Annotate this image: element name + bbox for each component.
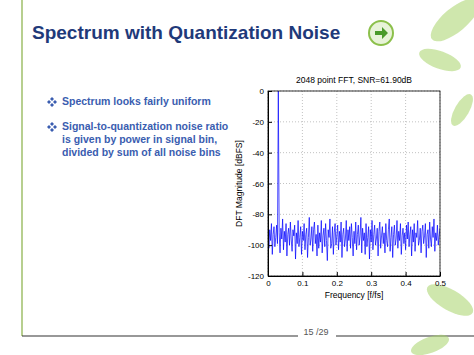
- y-tick: -40: [252, 149, 272, 158]
- chart: 0 0.1 0.2 0.3 0.4 0.5 -120 -100 -80 -60 -40 -20 0 204…: [0, 0, 474, 355]
- leaf: [416, 44, 463, 76]
- chart-title: 2048 point FFT, SNR=61.90dB: [296, 75, 412, 85]
- y-tick-label: -80: [252, 210, 264, 219]
- y-axis: -120 -100 -80 -60 -40 -20 0: [248, 87, 272, 281]
- y-tick-label: -60: [252, 180, 264, 189]
- leaf: [408, 331, 451, 355]
- y-tick-mark: [268, 214, 272, 215]
- leaf: [447, 91, 474, 129]
- x-tick-label: 0.4: [401, 279, 413, 288]
- x-tick-mark: [337, 272, 338, 276]
- leaf: [424, 0, 474, 48]
- y-tick-mark: [268, 245, 272, 246]
- plot-background: [268, 91, 440, 276]
- x-tick-mark: [440, 272, 441, 276]
- x-axis-line: [269, 276, 441, 277]
- arrow-icon: [369, 21, 393, 45]
- y-tick-label: -100: [248, 241, 265, 250]
- x-tick: 0.5: [435, 272, 447, 288]
- y-tick: -100: [248, 241, 272, 250]
- bullet-dot: [53, 125, 57, 129]
- bullet-dot: [50, 103, 54, 107]
- x-tick-mark: [406, 272, 407, 276]
- grid-line: [268, 121, 440, 122]
- y-tick-label: -120: [248, 272, 265, 281]
- y-axis-title: DFT Magnitude [dBFS]: [234, 140, 244, 227]
- grid-line: [268, 183, 440, 184]
- plot-frame: [268, 91, 440, 276]
- bullet-dot: [53, 100, 57, 104]
- page-number: 15 /29: [296, 327, 336, 337]
- y-tick: -80: [252, 210, 272, 219]
- y-tick: -20: [252, 118, 272, 127]
- y-tick-mark: [268, 276, 272, 277]
- grid-line: [268, 245, 440, 246]
- x-axis-title: Frequency [f/fs]: [325, 290, 384, 300]
- x-tick: 0.1: [297, 272, 309, 288]
- y-tick-mark: [268, 122, 272, 123]
- y-tick-mark: [268, 153, 272, 154]
- leaf: [422, 278, 474, 322]
- y-tick-mark: [268, 184, 272, 185]
- x-tick: 0.4: [401, 272, 413, 288]
- y-tick: -120: [248, 272, 272, 281]
- y-tick: 0: [260, 87, 272, 96]
- y-tick-label: -20: [252, 118, 264, 127]
- x-tick-label: 0.1: [297, 279, 309, 288]
- slide-title: Spectrum with Quantization Noise: [32, 22, 340, 44]
- y-tick-mark: [268, 91, 272, 92]
- bullet-text: Signal-to-quantization noise ratio is gi…: [62, 120, 232, 159]
- arrow-circle: [369, 21, 393, 45]
- y-tick-label: 0: [260, 87, 265, 96]
- bullet-dot: [50, 97, 54, 101]
- bullet-glyph: [47, 97, 57, 107]
- grid-line: [268, 152, 440, 153]
- x-tick-label: 0: [266, 279, 271, 288]
- x-tick: 0.2: [332, 272, 344, 288]
- x-tick-label: 0.2: [332, 279, 344, 288]
- grid-line: [268, 214, 440, 215]
- bullet-dot: [47, 125, 51, 129]
- plot-area: [268, 91, 440, 261]
- border-line: [21, 0, 23, 336]
- grid: [268, 91, 440, 276]
- arrow-shape: [375, 27, 388, 39]
- x-tick-label: 0.5: [435, 279, 447, 288]
- footer-line: [336, 335, 474, 336]
- bullet-glyph: [47, 122, 57, 132]
- x-tick: 0.3: [366, 272, 378, 288]
- bullet-text: Spectrum looks fairly uniform: [62, 95, 232, 108]
- bullet-dot: [47, 100, 51, 104]
- x-tick-label: 0.3: [366, 279, 378, 288]
- footer-line: [22, 335, 298, 336]
- bullet-dot: [50, 128, 54, 132]
- x-axis: 0 0.1 0.2 0.3 0.4 0.5: [266, 272, 446, 288]
- x-tick-mark: [302, 272, 303, 276]
- spectrum-line: [268, 91, 440, 261]
- x-tick-mark: [371, 272, 372, 276]
- y-tick: -60: [252, 180, 272, 189]
- bullet-dot: [50, 122, 54, 126]
- y-tick-label: -40: [252, 149, 264, 158]
